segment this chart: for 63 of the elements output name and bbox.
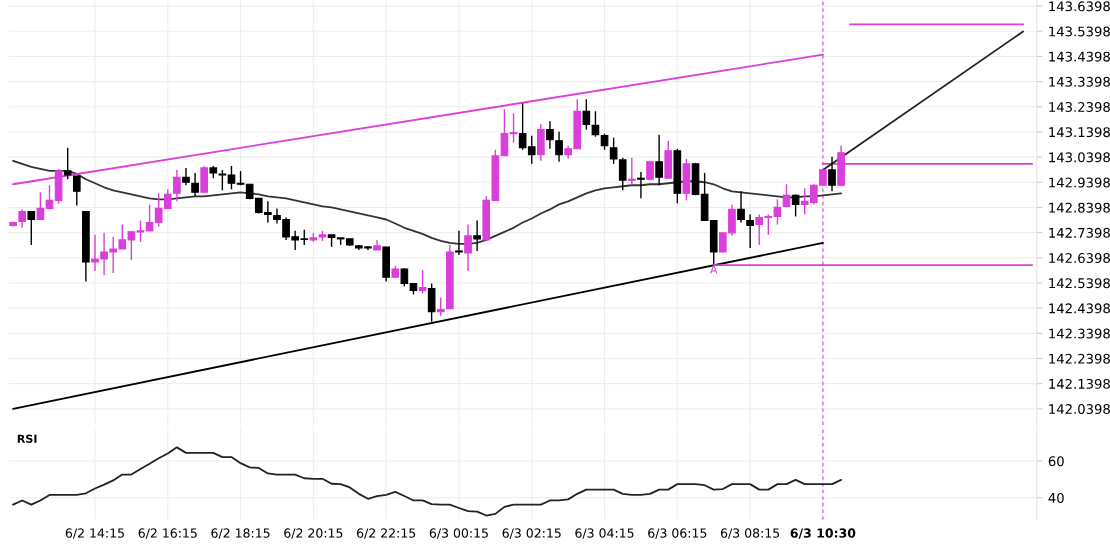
- candlestick: [509, 112, 518, 144]
- y-tick-label: 40: [1048, 492, 1064, 503]
- candlestick: [746, 213, 754, 249]
- candlestick: [436, 296, 445, 317]
- x-tick-label: 6/2 18:15: [211, 528, 270, 539]
- y-tick-label: 142.0398: [1049, 404, 1110, 415]
- candlestick: [473, 219, 481, 252]
- candlestick: [828, 156, 836, 192]
- y-tick-label: 142.7398: [1049, 227, 1110, 238]
- candlestick: [173, 169, 181, 203]
- y-tick-label: 142.1398: [1049, 378, 1110, 389]
- chart-title: RSI: [17, 434, 37, 443]
- candlestick: [737, 190, 745, 224]
- y-tick-label: 60: [1048, 456, 1064, 467]
- y-tick-label: 142.2398: [1049, 353, 1110, 364]
- x-tick-label: 6/3 00:15: [429, 528, 488, 539]
- x-tick-label: 6/3 10:30: [790, 528, 856, 539]
- candlestick: [655, 133, 663, 186]
- x-tick-label: 6/3 08:15: [720, 528, 780, 539]
- y-tick-label: 143.6398: [1049, 1, 1110, 12]
- candlestick: [618, 157, 627, 191]
- candlestick: [136, 219, 145, 243]
- x-tick-label: 6/2 20:15: [284, 528, 343, 539]
- series-label: A: [710, 265, 718, 274]
- candlestick: [464, 223, 472, 272]
- y-tick-label: 142.8398: [1049, 202, 1110, 213]
- candlestick: [637, 171, 645, 200]
- x-tick-label: 6/2 14:15: [65, 528, 124, 539]
- y-tick-label: 143.2398: [1049, 102, 1110, 112]
- candlestick: [45, 184, 54, 211]
- candlestick: [191, 172, 199, 198]
- x-tick-label: 6/2 22:15: [356, 528, 416, 539]
- candlestick: [791, 193, 800, 218]
- y-tick-label: 143.5398: [1049, 26, 1110, 37]
- candlestick: [400, 267, 409, 288]
- y-tick-label: 142.5398: [1049, 278, 1110, 289]
- line-series: [12, 446, 843, 517]
- x-tick-label: 6/3 02:15: [502, 528, 561, 539]
- y-tick-label: 143.1398: [1049, 127, 1110, 138]
- y-tick-label: 142.9398: [1049, 177, 1110, 188]
- x-tick-label: 6/2 16:15: [138, 528, 197, 539]
- candlestick: [455, 230, 463, 256]
- candlestick: [609, 136, 618, 165]
- candlestick: [227, 165, 236, 190]
- x-tick-label: 6/3 06:15: [648, 528, 707, 539]
- candlestick: [182, 167, 190, 186]
- candlestick: [18, 208, 27, 229]
- candlestick: [36, 191, 45, 221]
- candlestick: [500, 108, 509, 157]
- y-tick-label: 143.3398: [1049, 76, 1110, 87]
- y-tick-label: 143.4398: [1049, 51, 1110, 62]
- y-tick-label: 142.3398: [1049, 328, 1110, 339]
- x-tick-label: 6/3 04:15: [575, 528, 634, 539]
- candlestick: [582, 98, 591, 131]
- y-tick-label: 143.0398: [1049, 152, 1110, 163]
- candlestick: [27, 210, 36, 246]
- candlestick: [555, 130, 563, 163]
- y-tick-label: 142.6398: [1049, 253, 1110, 264]
- candlestick: [427, 282, 436, 323]
- y-tick-label: 142.4398: [1049, 303, 1110, 314]
- candlestick: [546, 120, 554, 150]
- candlestick: [418, 269, 427, 295]
- candlestick: [628, 157, 636, 186]
